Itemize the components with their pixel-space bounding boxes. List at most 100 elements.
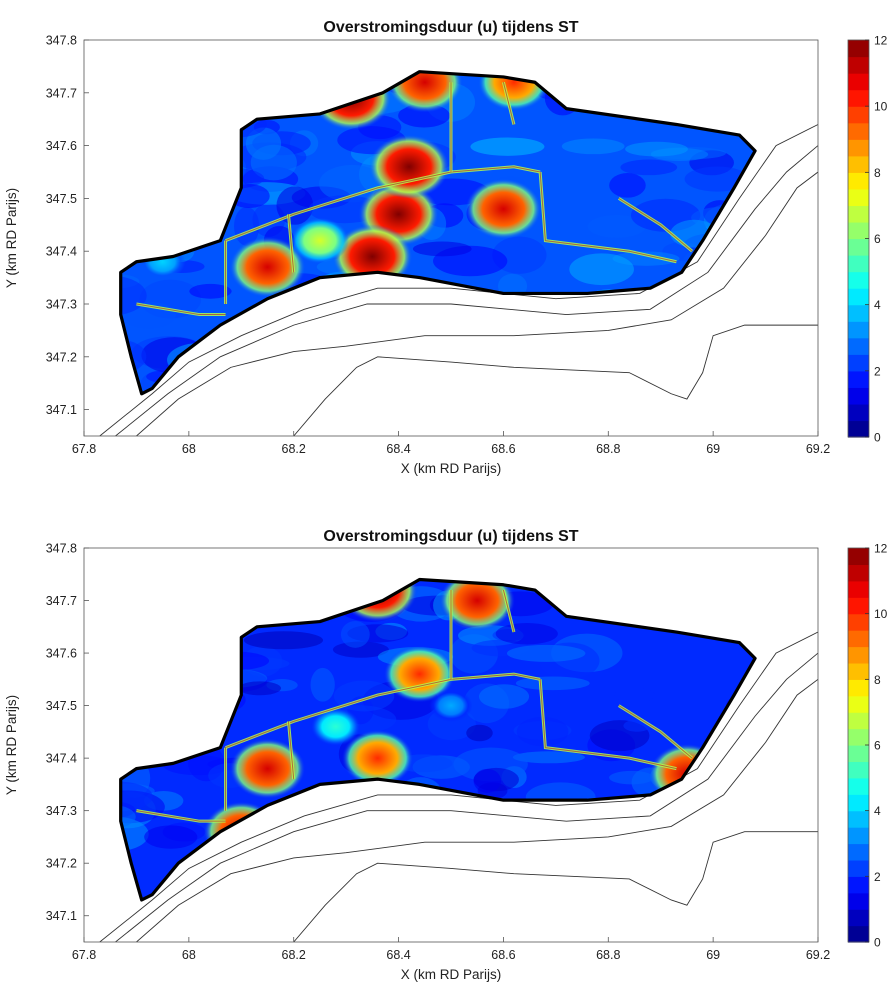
heat-texture-cell bbox=[561, 138, 625, 155]
heat-texture-cell bbox=[412, 241, 472, 257]
bank-contour-line bbox=[136, 171, 818, 436]
colorbar-segment bbox=[848, 909, 869, 927]
heat-texture-cell bbox=[515, 676, 590, 691]
colorbar-segment bbox=[848, 221, 869, 240]
heat-texture-cell bbox=[238, 681, 282, 696]
bank-contour-line bbox=[293, 324, 818, 436]
colorbar-segment bbox=[848, 139, 869, 157]
colorbar-segment bbox=[848, 337, 869, 355]
heat-texture-cell bbox=[276, 186, 314, 225]
colorbar-segment bbox=[848, 420, 869, 438]
colorbar-tick-label: 0 bbox=[874, 936, 881, 950]
hotspot bbox=[369, 134, 450, 199]
y-tick-label: 347.1 bbox=[46, 403, 77, 417]
colorbar-segment bbox=[848, 876, 869, 894]
colorbar-tick-label: 8 bbox=[874, 166, 881, 180]
hotspot bbox=[341, 729, 414, 787]
ditch-centerline bbox=[136, 810, 226, 822]
chart-title: Overstromingsduur (u) tijdens ST bbox=[323, 528, 578, 545]
colorbar-tick-label: 12 bbox=[874, 34, 888, 48]
colorbar-segment bbox=[848, 827, 869, 845]
x-tick-label: 68.2 bbox=[282, 948, 306, 962]
heat-texture-cell bbox=[120, 816, 149, 852]
x-tick-label: 67.8 bbox=[72, 442, 96, 456]
x-tick-label: 69.2 bbox=[806, 948, 830, 962]
ditch-centerline bbox=[136, 303, 226, 316]
chart-title: Overstromingsduur (u) tijdens ST bbox=[323, 19, 578, 36]
heat-texture-cell bbox=[614, 687, 656, 703]
colorbar-tick-label: 6 bbox=[874, 232, 881, 246]
ditch-centerline bbox=[539, 679, 677, 770]
colorbar-tick-label: 6 bbox=[874, 739, 881, 753]
y-tick-label: 347.7 bbox=[46, 86, 77, 100]
ditch-centerline bbox=[539, 171, 677, 263]
bank-contour-line bbox=[99, 124, 818, 436]
bank-contour-line bbox=[293, 831, 818, 942]
heat-texture-cell bbox=[120, 275, 147, 316]
colorbar-tick-label: 2 bbox=[874, 364, 881, 378]
y-tick-label: 347.3 bbox=[46, 298, 77, 312]
hotspot bbox=[465, 178, 542, 240]
hotspot bbox=[229, 236, 306, 298]
x-tick-label: 69.2 bbox=[806, 442, 830, 456]
hotspot bbox=[332, 224, 413, 289]
heat-texture-cell bbox=[120, 781, 153, 812]
axes-frame bbox=[83, 39, 819, 437]
colorbar-segment bbox=[848, 630, 869, 648]
ditch-centerline bbox=[618, 705, 693, 759]
colorbar-segment bbox=[848, 354, 869, 372]
y-tick-label: 347.6 bbox=[46, 139, 77, 153]
colorbar-segment bbox=[848, 40, 869, 58]
heat-texture-cell bbox=[189, 283, 232, 299]
y-tick-label: 347.5 bbox=[46, 699, 77, 713]
heat-texture-cell bbox=[332, 641, 389, 658]
x-tick-label: 69 bbox=[706, 948, 720, 962]
y-tick-label: 347.2 bbox=[46, 857, 77, 871]
heat-texture-cell bbox=[512, 751, 585, 764]
y-tick-label: 347.4 bbox=[46, 752, 77, 766]
heat-texture-cell bbox=[587, 215, 646, 238]
x-tick-label: 68 bbox=[182, 442, 196, 456]
y-tick-label: 347.2 bbox=[46, 350, 77, 364]
colorbar-segment bbox=[848, 761, 869, 779]
colorbar-segment bbox=[848, 810, 869, 828]
colorbar: 0 2 4 6 8 10 12 bbox=[847, 542, 888, 950]
x-tick-label: 68.8 bbox=[596, 442, 620, 456]
y-tick-label: 347.1 bbox=[46, 909, 77, 923]
colorbar-tick-label: 10 bbox=[874, 100, 888, 114]
colorbar-segment bbox=[848, 155, 869, 173]
y-axis-label: Y (km RD Parijs) bbox=[4, 188, 19, 288]
x-tick-label: 68 bbox=[182, 948, 196, 962]
colorbar-segment bbox=[848, 695, 869, 713]
colorbar-segment bbox=[848, 56, 869, 74]
colorbar-segment bbox=[848, 255, 869, 273]
ditch-centerline bbox=[225, 166, 541, 242]
colorbar: 0 2 4 6 8 10 12 bbox=[847, 34, 888, 445]
colorbar-tick-label: 12 bbox=[874, 542, 888, 556]
bank-contour-line bbox=[136, 678, 818, 942]
x-axis-label: X (km RD Parijs) bbox=[401, 967, 502, 982]
x-tick-label: 67.8 bbox=[72, 948, 96, 962]
y-tick-label: 347.5 bbox=[46, 192, 77, 206]
heat-texture-cell bbox=[340, 621, 370, 648]
colorbar-segment bbox=[848, 646, 869, 664]
colorbar-segment bbox=[848, 843, 869, 861]
x-tick-label: 68.8 bbox=[596, 948, 620, 962]
dike-outline bbox=[119, 577, 757, 902]
heat-texture-cell bbox=[250, 144, 297, 181]
colorbar-segment bbox=[848, 925, 869, 943]
heat-texture-cell bbox=[144, 825, 198, 849]
colorbar-tick-label: 0 bbox=[874, 431, 881, 445]
colorbar-tick-label: 4 bbox=[874, 804, 881, 818]
dike-outline bbox=[119, 70, 757, 396]
heat-texture-cell bbox=[120, 804, 136, 829]
colorbar-tick-label: 8 bbox=[874, 673, 881, 687]
colorbar-segment bbox=[848, 370, 869, 388]
y-tick-label: 347.7 bbox=[46, 594, 77, 608]
bank-contour-line bbox=[115, 652, 818, 942]
heat-texture-cell bbox=[243, 631, 324, 650]
heat-texture-cell bbox=[466, 724, 493, 742]
colorbar-segment bbox=[848, 106, 869, 124]
